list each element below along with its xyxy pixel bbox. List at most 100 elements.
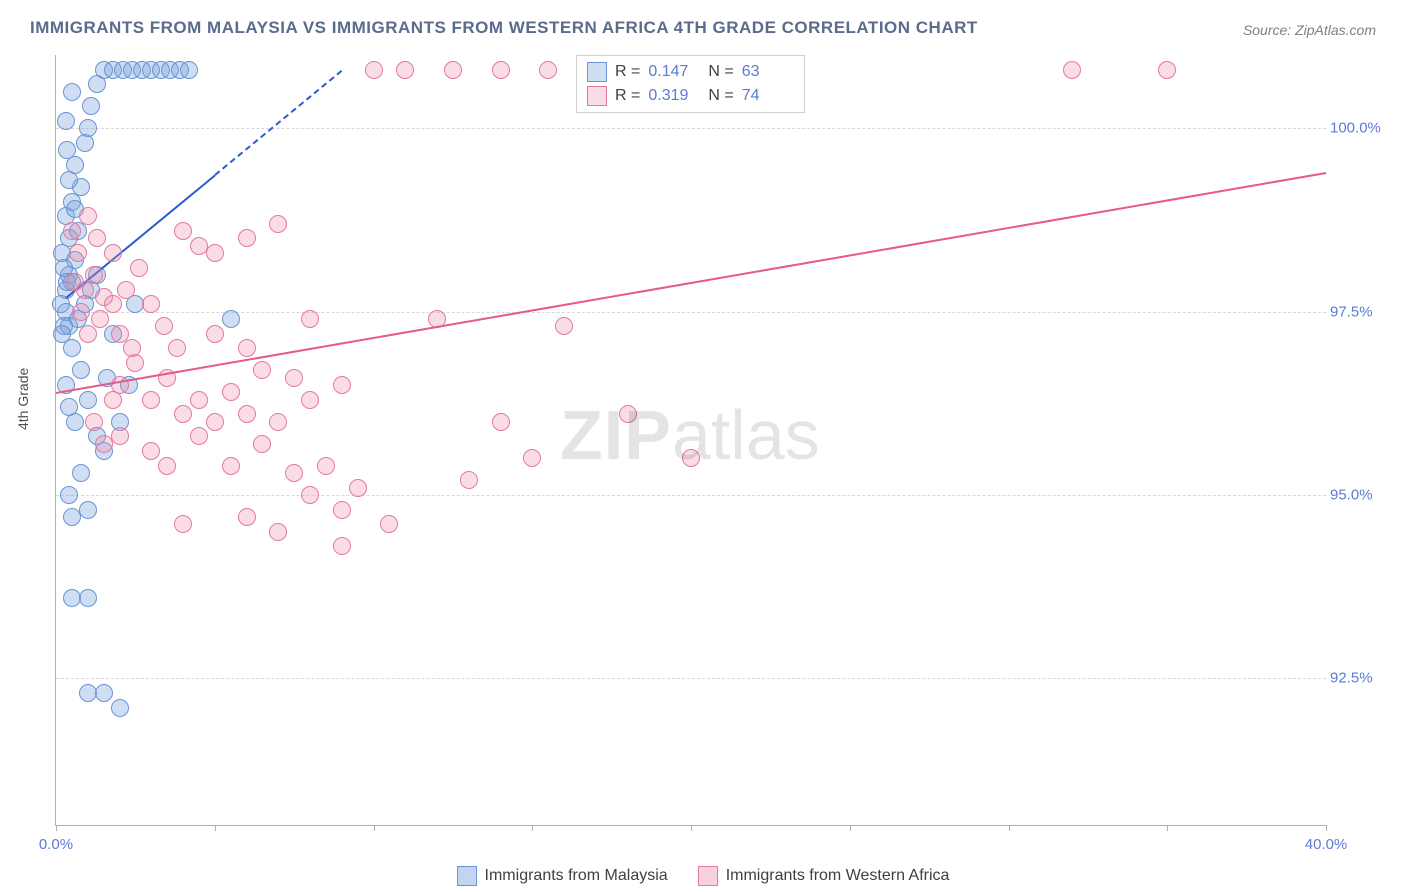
scatter-point [349, 479, 367, 497]
scatter-point [158, 457, 176, 475]
source-label: Source: ZipAtlas.com [1243, 22, 1376, 38]
gridline-h [56, 495, 1326, 496]
scatter-point [555, 317, 573, 335]
scatter-point [269, 215, 287, 233]
scatter-point [79, 119, 97, 137]
stats-row: R =0.319N =74 [587, 84, 794, 108]
scatter-point [253, 435, 271, 453]
scatter-point [85, 266, 103, 284]
gridline-h [56, 128, 1326, 129]
x-tick-label: 40.0% [1305, 836, 1348, 853]
stats-row: R =0.147N =63 [587, 60, 794, 84]
x-tick [1009, 825, 1010, 831]
scatter-point [111, 427, 129, 445]
scatter-point [58, 141, 76, 159]
scatter-point [174, 515, 192, 533]
scatter-point [69, 244, 87, 262]
scatter-point [174, 222, 192, 240]
x-tick [532, 825, 533, 831]
scatter-point [285, 369, 303, 387]
scatter-point [396, 61, 414, 79]
stat-n-value: 63 [742, 63, 794, 81]
legend-swatch [457, 866, 477, 886]
scatter-point [333, 537, 351, 555]
x-tick [374, 825, 375, 831]
scatter-point [539, 61, 557, 79]
legend-swatch [698, 866, 718, 886]
scatter-point [1063, 61, 1081, 79]
legend-swatch [587, 62, 607, 82]
scatter-point [57, 112, 75, 130]
scatter-point [117, 281, 135, 299]
gridline-h [56, 678, 1326, 679]
scatter-point [123, 339, 141, 357]
gridline-h [56, 312, 1326, 313]
scatter-point [206, 325, 224, 343]
scatter-point [460, 471, 478, 489]
x-tick [691, 825, 692, 831]
scatter-point [285, 464, 303, 482]
scatter-point [619, 405, 637, 423]
trend-line [214, 70, 342, 176]
legend-item: Immigrants from Malaysia [457, 866, 668, 886]
scatter-point [72, 303, 90, 321]
stat-r-value: 0.147 [648, 63, 700, 81]
scatter-point [79, 391, 97, 409]
y-tick-label: 97.5% [1330, 303, 1400, 320]
stats-legend: R =0.147N =63R =0.319N =74 [576, 55, 805, 113]
scatter-point [206, 244, 224, 262]
stat-n-value: 74 [742, 87, 794, 105]
chart-title: IMMIGRANTS FROM MALAYSIA VS IMMIGRANTS F… [30, 18, 978, 38]
scatter-point [95, 435, 113, 453]
scatter-point [155, 317, 173, 335]
scatter-point [190, 391, 208, 409]
scatter-point [168, 339, 186, 357]
scatter-point [60, 171, 78, 189]
scatter-point [72, 464, 90, 482]
scatter-point [333, 376, 351, 394]
x-tick [56, 825, 57, 831]
scatter-point [682, 449, 700, 467]
scatter-point [238, 229, 256, 247]
scatter-point [79, 325, 97, 343]
scatter-point [142, 295, 160, 313]
scatter-point [222, 457, 240, 475]
scatter-point [111, 325, 129, 343]
stat-r-label: R = [615, 87, 640, 105]
scatter-point [88, 229, 106, 247]
x-tick [850, 825, 851, 831]
scatter-point [238, 405, 256, 423]
scatter-point [222, 310, 240, 328]
stat-n-label: N = [708, 87, 733, 105]
scatter-point [269, 413, 287, 431]
scatter-point [104, 244, 122, 262]
scatter-point [72, 361, 90, 379]
scatter-point [82, 97, 100, 115]
plot-area: R =0.147N =63R =0.319N =74 92.5%95.0%97.… [55, 55, 1326, 826]
scatter-point [91, 310, 109, 328]
x-tick [1326, 825, 1327, 831]
scatter-point [190, 427, 208, 445]
scatter-point [238, 339, 256, 357]
scatter-point [142, 391, 160, 409]
scatter-point [104, 391, 122, 409]
scatter-point [333, 501, 351, 519]
scatter-point [63, 83, 81, 101]
x-tick [1167, 825, 1168, 831]
scatter-point [79, 589, 97, 607]
y-axis-label: 4th Grade [15, 368, 31, 430]
scatter-point [53, 325, 71, 343]
scatter-point [380, 515, 398, 533]
scatter-point [523, 449, 541, 467]
scatter-point [301, 310, 319, 328]
scatter-point [111, 699, 129, 717]
scatter-point [60, 486, 78, 504]
x-tick-label: 0.0% [39, 836, 73, 853]
scatter-point [85, 413, 103, 431]
scatter-point [63, 222, 81, 240]
legend-label: Immigrants from Malaysia [485, 867, 668, 885]
scatter-point [301, 391, 319, 409]
scatter-point [222, 383, 240, 401]
stat-r-label: R = [615, 63, 640, 81]
scatter-point [174, 405, 192, 423]
